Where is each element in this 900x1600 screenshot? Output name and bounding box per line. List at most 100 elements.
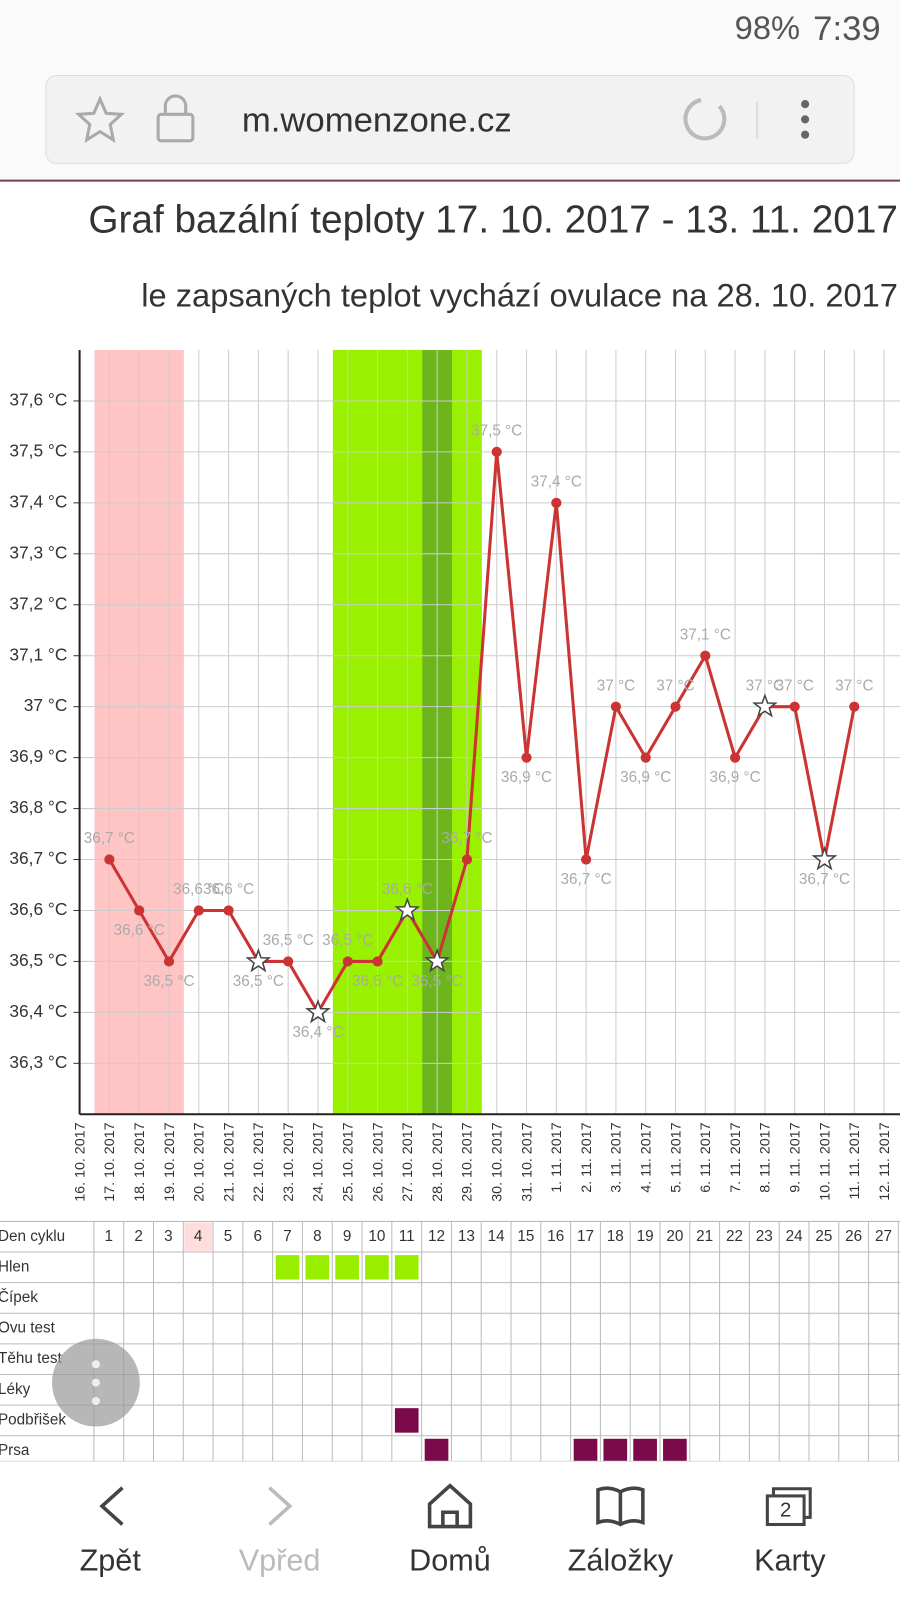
nav-bookmarks[interactable]: Záložky — [568, 1543, 674, 1577]
day-number: 4 — [194, 1228, 203, 1245]
point — [342, 956, 353, 967]
day-number: 24 — [786, 1228, 804, 1245]
row-label: Prsa — [0, 1442, 30, 1459]
point — [789, 701, 800, 712]
value-label: 37 °C — [656, 677, 694, 694]
y-tick-label: 36,7 °C — [9, 848, 67, 868]
point — [283, 956, 294, 967]
url[interactable]: m.womenzone.cz — [242, 102, 512, 140]
day-number: 15 — [517, 1228, 534, 1245]
day-number: 14 — [488, 1228, 506, 1245]
x-tick-label: 2. 11. 2017 — [579, 1122, 595, 1192]
day-number: 8 — [313, 1228, 322, 1245]
x-tick-label: 28. 10. 2017 — [430, 1122, 446, 1201]
star-point — [424, 947, 451, 973]
value-label: 37,5 °C — [471, 423, 522, 440]
y-tick-label: 36,8 °C — [9, 797, 67, 817]
x-tick-label: 25. 10. 2017 — [341, 1122, 357, 1201]
x-tick-label: 4. 11. 2017 — [639, 1122, 655, 1192]
table-cell-mark — [424, 1438, 449, 1464]
x-tick-label: 30. 10. 2017 — [490, 1122, 506, 1201]
row-label: Čípek — [0, 1289, 38, 1306]
y-tick-label: 37 °C — [24, 695, 68, 715]
point — [491, 446, 502, 458]
value-label: 36,4 °C — [292, 1024, 343, 1041]
table: 1 2 3 4 5 6 7 8 9 10 11 12 13 14 15 16 17 18 19 20 21 22 23 24 2… — [0, 1220, 900, 1467]
value-label: 37 °C — [597, 677, 635, 694]
point — [163, 956, 175, 967]
row-label: Ovu test — [0, 1320, 56, 1337]
point — [104, 854, 115, 865]
x-tick-label: 31. 10. 2017 — [519, 1122, 535, 1201]
value-label: 36,7 °C — [441, 830, 492, 847]
reload-icon[interactable] — [683, 98, 727, 141]
day-number: 11 — [399, 1228, 415, 1245]
x-tick-label: 12. 11. 2017 — [877, 1122, 893, 1200]
day-number: 13 — [458, 1228, 475, 1245]
value-label: 37 °C — [746, 677, 784, 694]
nav-home[interactable]: Domů — [409, 1543, 491, 1577]
y-tick-label: 37,4 °C — [9, 491, 67, 511]
table-cell-mark — [603, 1438, 628, 1464]
value-label: 36,5 °C — [143, 973, 194, 990]
row-label: Hlen — [0, 1258, 29, 1275]
star-point — [811, 845, 838, 871]
value-label: 36,7 °C — [799, 871, 850, 888]
y-tick-label: 37,2 °C — [9, 593, 67, 613]
point — [521, 752, 532, 763]
value-label: 36,9 °C — [710, 769, 761, 786]
day-number: 3 — [164, 1228, 173, 1245]
value-label: 36,7 °C — [561, 871, 612, 888]
day-number: 16 — [547, 1228, 564, 1245]
day-number: 22 — [726, 1228, 743, 1245]
row-label: Léky — [0, 1381, 31, 1398]
point — [581, 854, 592, 865]
y-tick-label: 37,3 °C — [9, 542, 67, 562]
day-number: 18 — [607, 1228, 624, 1245]
x-tick-label: 6. 11. 2017 — [698, 1122, 714, 1192]
day-number: 6 — [253, 1228, 262, 1245]
nav-tabs[interactable]: Karty — [754, 1543, 826, 1577]
x-tick-label: 1. 11. 2017 — [549, 1122, 565, 1192]
day-number: 21 — [696, 1228, 713, 1245]
table-cell-mark — [305, 1255, 330, 1280]
day-number: 10 — [368, 1228, 385, 1245]
x-tick-label: 24. 10. 2017 — [311, 1122, 327, 1201]
table-cell-mark — [335, 1255, 359, 1280]
day-number: 5 — [224, 1228, 233, 1245]
floating-button[interactable] — [52, 1338, 140, 1427]
nav-forward: Vpřed — [239, 1543, 321, 1577]
x-tick-label: 17. 10. 2017 — [102, 1122, 118, 1201]
x-tick-label: 5. 11. 2017 — [668, 1122, 684, 1192]
nav-back[interactable]: Zpět — [80, 1543, 142, 1577]
star-point — [245, 947, 272, 973]
battery: 98% — [735, 9, 800, 46]
point — [700, 650, 711, 661]
value-label: 36,5 °C — [233, 973, 284, 990]
value-label: 36,5 °C — [322, 932, 373, 949]
x-tick-label: 3. 11. 2017 — [609, 1122, 625, 1192]
day-number: 27 — [875, 1228, 892, 1245]
bookmarks-icon[interactable] — [596, 1486, 645, 1527]
x-tick-label: 26. 10. 2017 — [370, 1122, 386, 1201]
day-number: 2 — [134, 1228, 143, 1245]
lock-shackle — [163, 94, 188, 115]
home-icon[interactable] — [427, 1483, 473, 1529]
menu-icon[interactable] — [801, 100, 810, 139]
x-tick-label: 16. 10. 2017 — [72, 1122, 88, 1201]
y-tick-label: 36,9 °C — [9, 746, 67, 766]
y-tick-label: 36,6 °C — [9, 899, 67, 919]
day-number: 7 — [283, 1228, 292, 1245]
forward-icon — [268, 1486, 293, 1526]
point — [193, 905, 204, 916]
back-icon[interactable] — [99, 1486, 124, 1526]
tabs-icon[interactable] — [765, 1494, 806, 1527]
url-bar[interactable] — [45, 75, 855, 164]
row-label: Den cyklu — [0, 1228, 65, 1245]
x-tick-label: 22. 10. 2017 — [251, 1122, 267, 1201]
x-tick-label: 29. 10. 2017 — [460, 1122, 476, 1201]
value-label: 37,1 °C — [680, 626, 731, 643]
bookmark-icon[interactable] — [74, 95, 126, 143]
